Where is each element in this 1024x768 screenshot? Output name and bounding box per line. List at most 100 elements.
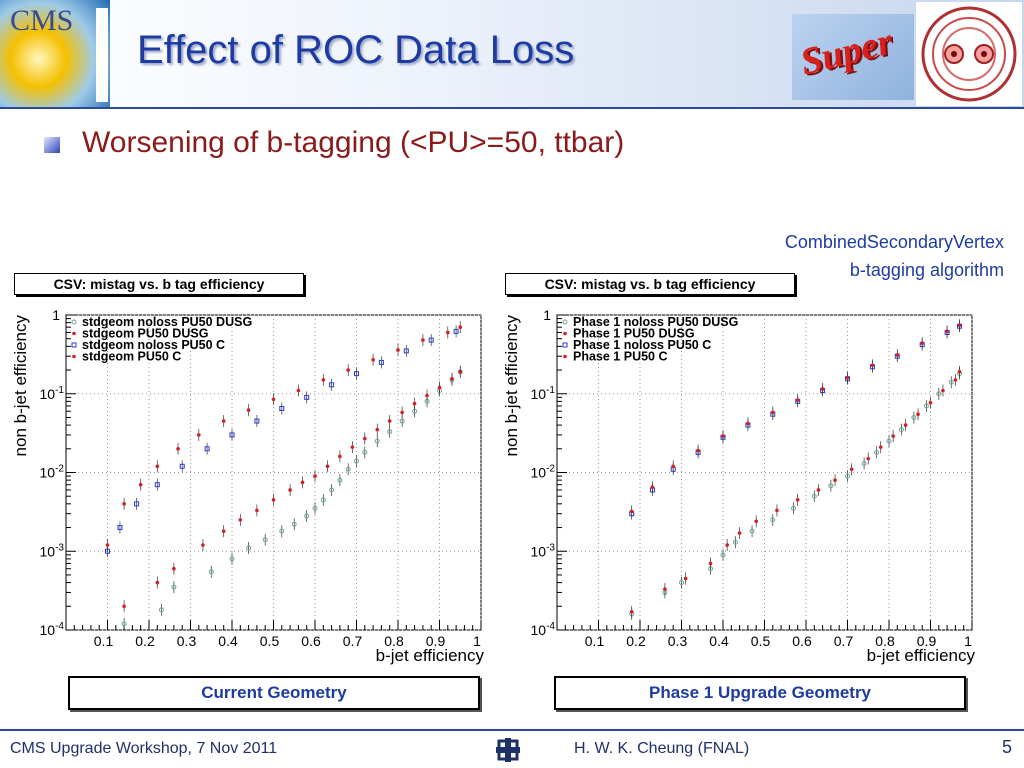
data-point	[246, 408, 251, 412]
super-logo-text: Super	[796, 20, 897, 84]
y-axis-title: non b-jet efficiency	[502, 315, 521, 457]
data-point	[920, 341, 924, 345]
data-point	[229, 556, 235, 562]
data-point	[321, 378, 326, 382]
data-point	[903, 423, 908, 427]
data-point	[845, 375, 850, 380]
data-point	[833, 478, 837, 482]
data-point	[775, 508, 779, 513]
legend-marker	[562, 342, 568, 348]
data-point	[300, 480, 305, 485]
x-tick-label: 0.2	[626, 633, 646, 649]
data-point	[953, 378, 958, 382]
data-point	[811, 493, 817, 499]
data-point	[403, 348, 409, 354]
x-tick-label: 0.3	[668, 633, 688, 649]
fermilab-icon	[496, 738, 520, 762]
legend-marker	[72, 331, 76, 336]
data-point	[771, 410, 775, 415]
chart-current-geometry: 10-4 10-3 10-2 10-1 1 0.1 0.2 0.3 0.4 0.5 0.6 0.7 0.…	[11, 307, 484, 665]
footer-event: CMS Upgrade Workshop, 7 Nov 2011	[10, 740, 278, 757]
x-tick-label: 0.4	[709, 633, 729, 649]
legend-marker	[71, 342, 77, 348]
data-point	[458, 325, 463, 329]
data-point	[291, 521, 297, 527]
data-point	[362, 449, 368, 455]
data-point	[134, 501, 140, 507]
x-tick-label: 0.6	[792, 633, 812, 649]
x-tick-label: 0.6	[301, 633, 321, 649]
panel-left-title: CSV: mistag vs. b tag efficiency	[14, 273, 304, 295]
data-point	[288, 488, 292, 492]
data-point	[117, 525, 123, 531]
y-tick-label: 10-4	[40, 621, 65, 638]
legend-marker	[562, 319, 568, 325]
data-point	[861, 461, 867, 467]
cms-logo-strip	[96, 8, 108, 102]
data-point	[845, 473, 850, 479]
data-point	[312, 505, 318, 511]
y-tick-label: 10-2	[531, 464, 556, 481]
y-tick-label: 1	[52, 307, 60, 323]
data-point	[329, 487, 335, 493]
data-point	[721, 434, 725, 438]
footer-divider	[0, 729, 1024, 731]
y-tick-label: 1	[543, 307, 551, 323]
data-point	[179, 463, 185, 469]
data-point	[437, 385, 442, 390]
data-point	[421, 338, 425, 342]
bullet-icon	[44, 137, 60, 153]
data-point	[957, 323, 962, 328]
data-point	[795, 398, 800, 402]
data-point	[816, 488, 821, 492]
x-tick-label: 0.4	[218, 633, 238, 649]
data-point	[279, 405, 285, 411]
data-point	[708, 561, 713, 566]
data-point	[172, 566, 176, 571]
data-point	[400, 410, 404, 415]
legend-marker	[563, 331, 567, 336]
data-point	[121, 621, 127, 627]
data-point	[176, 446, 180, 451]
data-point	[375, 427, 380, 432]
data-point	[874, 449, 880, 455]
data-point	[208, 569, 214, 575]
header-divider	[0, 107, 1024, 109]
caption-current-geometry: Current Geometry	[68, 676, 480, 710]
bullet-text: Worsening of b-tagging (<PU>=50, ttbar)	[82, 126, 625, 159]
legend-label: stdgeom noloss PU50 C	[82, 338, 225, 352]
data-point	[201, 543, 205, 547]
data-point	[279, 528, 285, 534]
data-point	[304, 394, 310, 400]
data-point	[770, 517, 776, 523]
data-point	[354, 458, 359, 464]
footer-author: H. W. K. Cheung (FNAL)	[574, 740, 750, 757]
y-tick-label: 10-3	[40, 542, 65, 559]
data-point	[725, 543, 729, 547]
data-point	[337, 477, 343, 483]
x-tick-label: 0.7	[343, 633, 363, 649]
data-point	[696, 448, 700, 453]
data-point	[271, 397, 276, 402]
y-tick-label: 10-1	[40, 385, 65, 402]
data-point	[453, 328, 459, 334]
x-axis-title: b-jet efficiency	[867, 646, 976, 665]
x-tick-label: 1	[473, 633, 481, 649]
data-point	[221, 419, 226, 423]
page-number: 5	[1002, 737, 1013, 757]
data-point	[870, 363, 875, 368]
data-point	[197, 433, 201, 437]
y-axis-title: non b-jet efficiency	[11, 315, 30, 457]
x-tick-label: 1	[964, 633, 972, 649]
data-point	[671, 464, 675, 469]
x-tick-label: 0.7	[834, 633, 854, 649]
data-point	[425, 393, 429, 398]
data-point	[158, 607, 164, 613]
data-point	[387, 429, 393, 435]
cms-logo-text: CMS	[10, 4, 74, 37]
data-point	[371, 357, 375, 362]
legend-label: Phase 1 noloss PU50 DUSG	[573, 315, 738, 329]
data-point	[246, 545, 252, 551]
data-point	[329, 382, 335, 388]
data-point	[795, 498, 800, 502]
